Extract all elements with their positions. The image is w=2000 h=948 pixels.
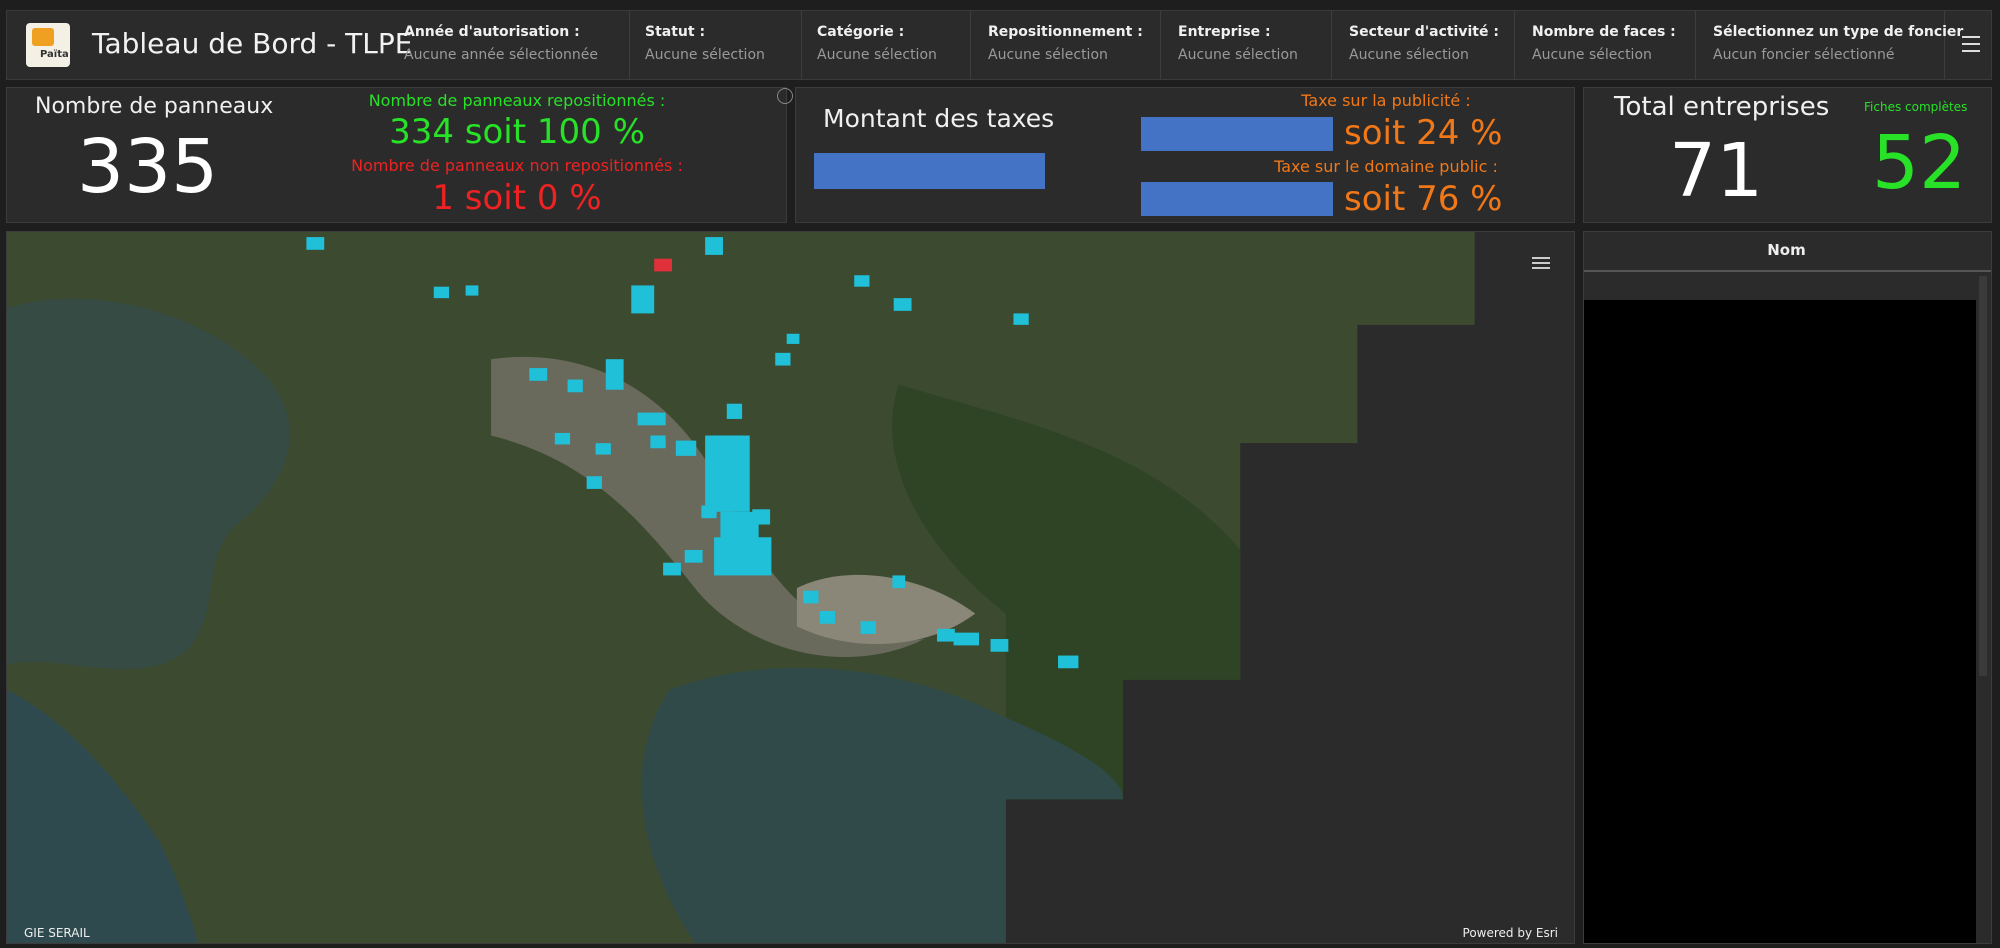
urban (796, 574, 976, 645)
filter[interactable]: Sélectionnez un type de foncier Aucun fon… (1713, 24, 1963, 63)
icon-line (1532, 267, 1550, 269)
kpi-value: soit 76 % (1344, 179, 1503, 219)
redacted-amount (1141, 117, 1333, 151)
table-panel: Nom (1583, 231, 1992, 944)
markers (306, 237, 1079, 669)
menu-button[interactable] (1962, 36, 1980, 52)
marker-selected (654, 258, 673, 272)
big-number: 335 (77, 124, 219, 210)
kpi-label: Fiches complètes (1864, 100, 1968, 114)
forest (892, 384, 1241, 800)
kpi-value: 334 soit 100 % (389, 112, 645, 152)
kpi-label: Taxe sur le domaine public : (1274, 157, 1498, 176)
filter-placeholder: Aucune sélection (817, 47, 937, 63)
filter[interactable]: Statut : Aucune sélection (645, 24, 765, 63)
filter-label: Entreprise : (1178, 24, 1271, 40)
filter-separator (801, 11, 802, 79)
filter-separator (1695, 11, 1696, 79)
big-number: 71 (1669, 128, 1764, 214)
filter-separator (629, 11, 630, 79)
kpi-label: Nombre de panneaux repositionnés : (368, 91, 666, 110)
redacted-amount (1141, 182, 1333, 216)
column-header[interactable]: Nom (1767, 241, 1806, 259)
filter-label: Sélectionnez un type de foncier (1713, 24, 1964, 40)
panel-title: Nombre de panneaux (35, 94, 274, 119)
filter-label: Nombre de faces : (1532, 24, 1676, 40)
sea (7, 689, 199, 943)
filter-separator (970, 11, 971, 79)
filter-placeholder: Aucun foncier sélectionné (1713, 47, 1895, 63)
expand-button[interactable] (777, 88, 793, 104)
table-body (1584, 300, 1976, 943)
redacted-amount (814, 153, 1045, 189)
icon-line (1532, 257, 1550, 259)
filter-separator (1514, 11, 1515, 79)
icon-line (1532, 262, 1550, 264)
panel-title: Total entreprises (1614, 92, 1830, 122)
filter-placeholder: Aucune sélection (1349, 47, 1469, 63)
filter-separator (1944, 11, 1945, 79)
menu-line (1962, 36, 1980, 38)
filter-placeholder: Aucune sélection (645, 47, 765, 63)
menu-line (1962, 43, 1980, 45)
filter[interactable]: Entreprise : Aucune sélection (1178, 24, 1298, 63)
map-panel[interactable]: GIE SERAIL Powered by Esri (6, 231, 1575, 944)
entreprises-panel: Total entreprises 71 Fiches complètes 52 (1583, 87, 1992, 223)
panel-title: Montant des taxes (823, 104, 1055, 133)
kpi-value: soit 24 % (1344, 113, 1503, 153)
filter-label: Repositionnement : (988, 24, 1143, 40)
kpi-value: 1 soit 0 % (432, 178, 602, 218)
filter-placeholder: Aucune sélection (1178, 47, 1298, 63)
panneaux-panel: Nombre de panneaux 335 Nombre de panneau… (6, 87, 793, 223)
header-bar: Païta Tableau de Bord - TLPE Année d'aut… (6, 10, 1992, 80)
filter-separator (1160, 11, 1161, 79)
kpi-label: Nombre de panneaux non repositionnés : (351, 156, 683, 175)
map-attribution: GIE SERAIL (24, 926, 90, 940)
kpi-value: 52 (1872, 120, 1967, 206)
filter-label: Statut : (645, 24, 706, 40)
filter-label: Catégorie : (817, 24, 905, 40)
filter[interactable]: Repositionnement : Aucune sélection (988, 24, 1143, 63)
filter-placeholder: Aucune sélection (1532, 47, 1652, 63)
dashboard-title: Tableau de Bord - TLPE (92, 27, 413, 60)
filter[interactable]: Nombre de faces : Aucune sélection (1532, 24, 1676, 63)
taxes-panel: Montant des taxes Taxe sur la publicité … (795, 87, 1575, 223)
scrollbar[interactable] (1979, 276, 1987, 676)
map (7, 232, 1574, 943)
filter-placeholder: Aucune année sélectionnée (404, 47, 598, 63)
filter-placeholder: Aucune sélection (988, 47, 1108, 63)
lagoon (7, 298, 290, 670)
filter[interactable]: Année d'autorisation : Aucune année sélec… (404, 24, 598, 63)
logo: Païta (26, 23, 70, 67)
filter[interactable]: Catégorie : Aucune sélection (817, 24, 937, 63)
bay (641, 667, 1124, 943)
map-attribution: Powered by Esri (1462, 926, 1558, 940)
filter-label: Secteur d'activité : (1349, 24, 1499, 40)
header-divider (1584, 270, 1991, 272)
logo-text: Païta (40, 49, 69, 60)
menu-line (1962, 50, 1980, 52)
filter-separator (1331, 11, 1332, 79)
legend-button[interactable] (1532, 254, 1550, 272)
filter[interactable]: Secteur d'activité : Aucune sélection (1349, 24, 1499, 63)
logo-mark (32, 28, 54, 46)
filter-label: Année d'autorisation : (404, 24, 580, 40)
kpi-label: Taxe sur la publicité : (1301, 91, 1471, 110)
